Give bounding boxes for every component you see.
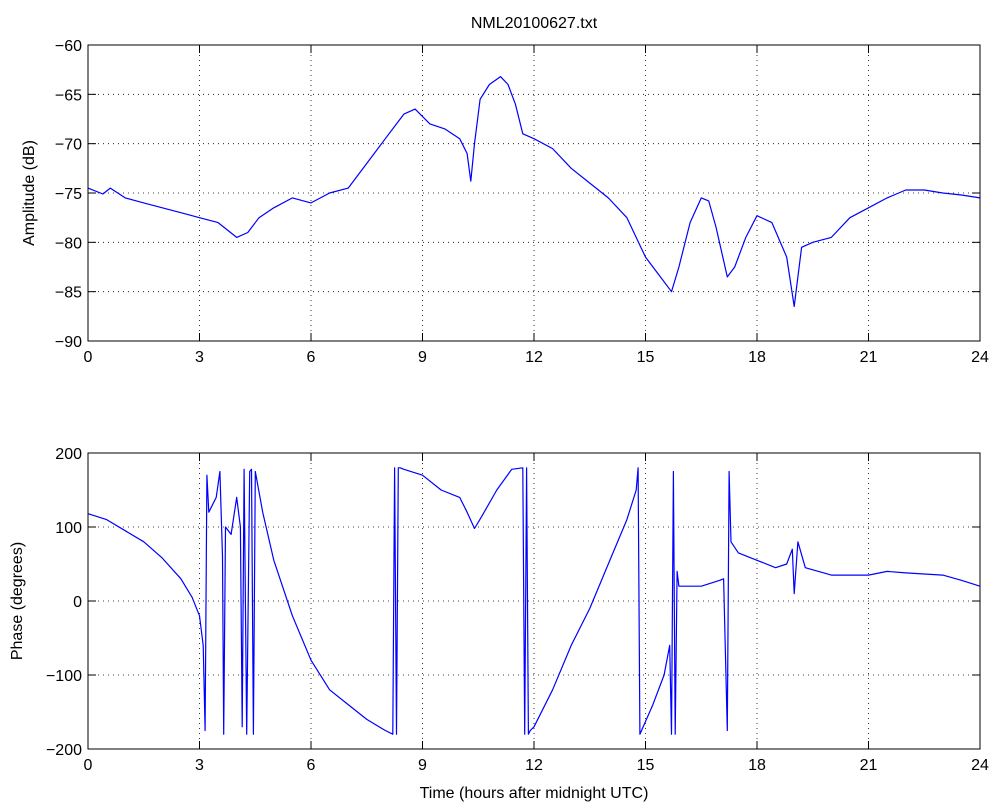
phase-axes: 0 3 6 9 12 15 18 21 24 200 100 0 −100 −200 Time (hour… — [9, 446, 989, 802]
amplitude-y-axis-label: Amplitude (dB) — [21, 140, 38, 246]
amplitude-x-tick-label: 9 — [418, 349, 427, 366]
amplitude-grid — [88, 45, 980, 341]
phase-y-tick-label: 200 — [55, 446, 82, 463]
amplitude-x-tick-label: 12 — [525, 349, 543, 366]
amplitude-x-tick-label: 24 — [971, 349, 989, 366]
amplitude-y-tick-label: −65 — [55, 87, 82, 104]
phase-y-tick-label: 100 — [55, 520, 82, 537]
phase-series-line — [87, 467, 981, 735]
phase-y-tick-label: −100 — [46, 668, 82, 685]
amplitude-y-tick-label: −70 — [55, 137, 82, 154]
phase-series — [87, 467, 981, 735]
amplitude-x-tick-label: 15 — [637, 349, 655, 366]
phase-x-tick-label: 18 — [748, 757, 766, 774]
amplitude-y-tick-label: −80 — [55, 235, 82, 252]
amplitude-y-tick-label: −60 — [55, 38, 82, 55]
amplitude-axes: 0 3 6 9 12 15 18 21 24 −60 −65 −70 −75 −80 −85 −90 NML2… — [21, 15, 989, 366]
amplitude-y-tick-label: −85 — [55, 285, 82, 302]
amplitude-chart-title: NML20100627.txt — [471, 15, 598, 32]
phase-x-axis-label: Time (hours after midnight UTC) — [420, 785, 649, 802]
phase-x-tick-label: 3 — [195, 757, 204, 774]
amplitude-ticks: 0 3 6 9 12 15 18 21 24 −60 −65 −70 −75 −80 −85 −90 — [55, 38, 989, 366]
phase-y-axis-label: Phase (degrees) — [9, 542, 26, 660]
phase-x-tick-label: 21 — [860, 757, 878, 774]
amplitude-y-tick-label: −75 — [55, 186, 82, 203]
phase-x-tick-label: 6 — [307, 757, 316, 774]
phase-ticks: 0 3 6 9 12 15 18 21 24 200 100 0 −100 −200 — [46, 446, 989, 774]
amplitude-x-tick-label: 0 — [84, 349, 93, 366]
amplitude-series-line — [87, 76, 981, 308]
amplitude-series — [87, 76, 981, 308]
phase-x-tick-label: 0 — [84, 757, 93, 774]
amplitude-x-tick-label: 18 — [748, 349, 766, 366]
amplitude-y-tick-label: −90 — [55, 334, 82, 351]
phase-x-tick-label: 24 — [971, 757, 989, 774]
amplitude-x-tick-label: 6 — [307, 349, 316, 366]
phase-y-tick-label: −200 — [46, 742, 82, 759]
phase-x-tick-label: 12 — [525, 757, 543, 774]
phase-x-tick-label: 15 — [637, 757, 655, 774]
phase-y-tick-label: 0 — [73, 594, 82, 611]
phase-x-tick-label: 9 — [418, 757, 427, 774]
amplitude-x-tick-label: 3 — [195, 349, 204, 366]
phase-grid — [88, 453, 980, 749]
amplitude-x-tick-label: 21 — [860, 349, 878, 366]
